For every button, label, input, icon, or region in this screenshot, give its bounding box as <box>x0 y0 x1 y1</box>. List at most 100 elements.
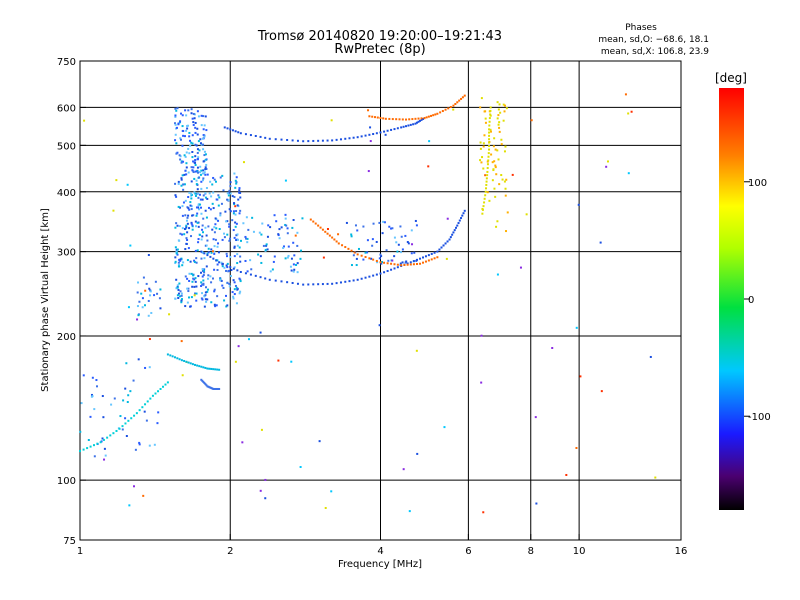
trace-point <box>317 224 320 227</box>
trace-point <box>436 256 439 259</box>
y-tick-label: 750 <box>57 57 76 68</box>
scatter-point <box>490 153 493 156</box>
scatter-point <box>207 277 210 280</box>
scatter-point <box>382 220 385 223</box>
scatter-point <box>145 282 148 285</box>
trace-point <box>409 123 412 126</box>
trace-point <box>454 102 457 105</box>
scatter-point <box>249 259 252 262</box>
scatter-point <box>143 304 146 307</box>
trace-point <box>286 281 289 284</box>
scatter-point <box>275 220 278 223</box>
scatter-point <box>91 376 94 379</box>
scatter-point <box>175 252 178 255</box>
scatter-point <box>489 114 492 117</box>
trace-point <box>149 397 152 400</box>
scatter-point <box>181 205 184 208</box>
trace-point <box>400 126 403 129</box>
scatter-point <box>497 114 500 117</box>
scatter-point <box>649 355 652 358</box>
trace-point <box>430 252 433 255</box>
trace-point <box>372 258 375 261</box>
scatter-point <box>362 225 365 228</box>
scatter-point <box>233 288 236 291</box>
trace-point <box>218 387 221 390</box>
scatter-point <box>186 127 189 130</box>
scatter-point <box>202 143 205 146</box>
trace-point <box>92 444 95 447</box>
scatter-point <box>145 419 148 422</box>
scatter-point <box>199 198 202 201</box>
trace-point <box>203 252 206 255</box>
trace-point <box>203 382 206 385</box>
scatter-point <box>482 511 485 514</box>
scatter-point <box>260 428 263 431</box>
trace-point <box>339 281 342 284</box>
trace-point <box>302 140 305 143</box>
scatter-point <box>624 93 627 96</box>
scatter-point <box>177 261 180 264</box>
scatter-point <box>185 224 188 227</box>
y-tick-label: 400 <box>57 188 76 199</box>
scatter-point <box>410 229 413 232</box>
scatter-point <box>322 256 325 259</box>
scatter-point <box>352 254 355 257</box>
trace-point <box>204 383 207 386</box>
scatter-point <box>198 176 201 179</box>
scatter-point <box>191 150 194 153</box>
scatter-point <box>406 241 409 244</box>
scatter-point <box>129 390 132 393</box>
scatter-point <box>226 198 229 201</box>
trace-point <box>106 436 109 439</box>
trace-point <box>393 263 396 266</box>
scatter-point <box>177 292 180 295</box>
scatter-point <box>262 244 265 247</box>
scatter-point <box>183 183 186 186</box>
scatter-point <box>488 199 491 202</box>
scatter-point <box>197 204 200 207</box>
trace-point <box>448 238 451 241</box>
scatter-point <box>264 497 267 500</box>
trace-point <box>210 367 213 370</box>
trace-point <box>268 278 271 281</box>
scatter-point <box>236 262 239 265</box>
scatter-point <box>175 278 178 281</box>
scatter-point <box>493 160 496 163</box>
scatter-point <box>112 209 115 212</box>
trace-point <box>452 231 455 234</box>
scatter-point <box>212 176 215 179</box>
trace-point <box>331 139 334 142</box>
scatter-point <box>299 257 302 260</box>
scatter-point <box>231 219 234 222</box>
trace-point <box>419 257 422 260</box>
scatter-point <box>190 192 193 195</box>
scatter-point <box>198 171 201 174</box>
scatter-point <box>482 145 485 148</box>
scatter-point <box>252 230 255 233</box>
scatter-point <box>246 241 249 244</box>
scatter-point <box>600 390 603 393</box>
trace-point <box>102 438 105 441</box>
scatter-point <box>149 294 152 297</box>
scatter-point <box>182 130 185 133</box>
trace-point <box>433 257 436 260</box>
scatter-point <box>324 506 327 509</box>
trace-point <box>364 276 367 279</box>
scatter-point <box>199 142 202 145</box>
scatter-point <box>499 111 502 114</box>
scatter-point <box>204 196 207 199</box>
trace-point <box>379 131 382 134</box>
trace-point <box>309 218 312 221</box>
y-tick-label: 75 <box>63 536 76 547</box>
scatter-point <box>233 293 236 296</box>
scatter-point <box>199 173 202 176</box>
trace-point <box>280 138 283 141</box>
scatter-point <box>180 299 183 302</box>
trace-point <box>321 139 324 142</box>
trace-point <box>151 394 154 397</box>
scatter-point <box>350 264 353 267</box>
trace-point <box>319 226 322 229</box>
scatter-point <box>185 166 188 169</box>
trace-point <box>200 250 203 253</box>
trace-point <box>417 120 420 123</box>
